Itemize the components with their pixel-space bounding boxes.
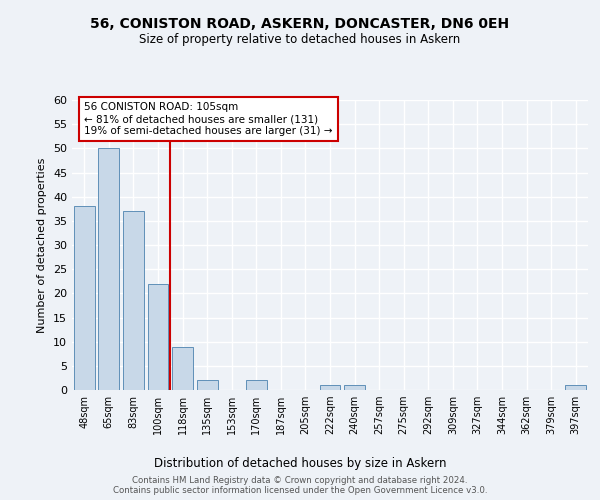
Text: 56 CONISTON ROAD: 105sqm
← 81% of detached houses are smaller (131)
19% of semi-: 56 CONISTON ROAD: 105sqm ← 81% of detach… xyxy=(84,102,333,136)
Bar xyxy=(246,380,267,390)
Text: Size of property relative to detached houses in Askern: Size of property relative to detached ho… xyxy=(139,32,461,46)
Bar xyxy=(344,385,365,390)
Bar xyxy=(98,148,119,390)
Bar xyxy=(74,206,95,390)
Text: 56, CONISTON ROAD, ASKERN, DONCASTER, DN6 0EH: 56, CONISTON ROAD, ASKERN, DONCASTER, DN… xyxy=(91,18,509,32)
Bar xyxy=(197,380,218,390)
Text: Distribution of detached houses by size in Askern: Distribution of detached houses by size … xyxy=(154,458,446,470)
Y-axis label: Number of detached properties: Number of detached properties xyxy=(37,158,47,332)
Bar xyxy=(123,211,144,390)
Bar xyxy=(565,385,586,390)
Bar xyxy=(148,284,169,390)
Bar xyxy=(172,346,193,390)
Text: Contains HM Land Registry data © Crown copyright and database right 2024.
Contai: Contains HM Land Registry data © Crown c… xyxy=(113,476,487,495)
Bar xyxy=(320,385,340,390)
